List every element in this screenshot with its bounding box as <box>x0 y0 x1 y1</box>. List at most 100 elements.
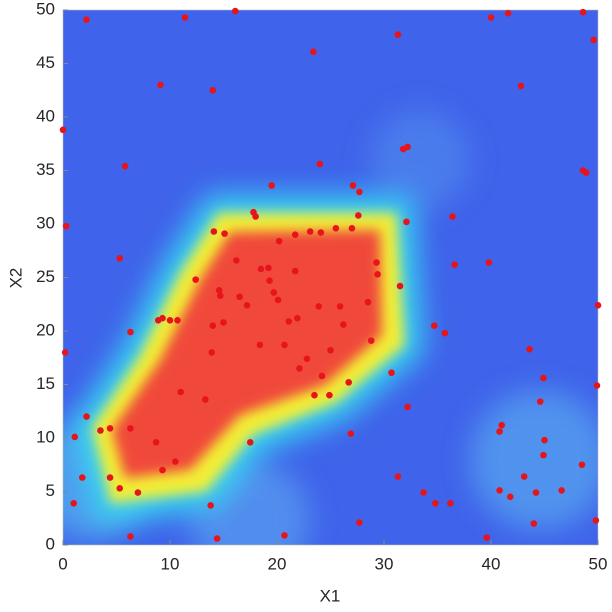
point <box>340 321 347 328</box>
point <box>127 328 134 336</box>
x-tick-label: 0 <box>58 554 67 573</box>
point <box>127 533 134 540</box>
point <box>71 433 79 441</box>
point <box>483 534 491 541</box>
y-tick-label: 50 <box>36 0 55 18</box>
point <box>498 421 506 429</box>
point <box>447 499 454 507</box>
point <box>221 230 228 237</box>
point <box>394 473 402 480</box>
point <box>310 48 317 56</box>
y-tick-label: 30 <box>36 213 55 232</box>
point <box>327 346 334 354</box>
point <box>281 341 288 349</box>
point <box>318 372 326 380</box>
point <box>332 224 340 232</box>
point <box>582 169 590 176</box>
point <box>592 517 600 524</box>
point <box>231 7 239 15</box>
y-axis-label: X2 <box>6 268 25 289</box>
point <box>270 289 278 296</box>
point <box>540 451 547 459</box>
point <box>106 425 114 432</box>
point <box>274 296 282 304</box>
point <box>207 502 214 509</box>
point <box>306 228 314 235</box>
point <box>578 461 586 469</box>
point <box>291 267 299 275</box>
point <box>209 322 217 329</box>
point <box>311 391 318 399</box>
point <box>157 81 164 89</box>
point <box>61 349 69 356</box>
point <box>374 270 381 278</box>
point <box>593 382 601 389</box>
point <box>558 487 565 494</box>
point <box>355 212 362 219</box>
point <box>315 303 323 310</box>
point <box>265 264 272 272</box>
x-tick-label: 30 <box>375 554 394 573</box>
point <box>347 430 355 438</box>
point <box>166 317 174 324</box>
point <box>268 182 275 189</box>
point <box>159 314 166 322</box>
point <box>256 341 264 349</box>
point <box>356 188 363 196</box>
y-tick-label: 15 <box>36 374 55 393</box>
point <box>281 532 288 539</box>
point <box>506 493 514 501</box>
point <box>121 162 129 170</box>
point <box>275 237 283 245</box>
y-tick-label: 40 <box>36 106 55 125</box>
point <box>345 379 352 386</box>
point <box>220 319 227 326</box>
point <box>152 438 160 446</box>
point <box>530 520 538 527</box>
point <box>236 293 243 301</box>
point <box>541 436 548 444</box>
point <box>356 519 363 526</box>
point <box>536 398 544 405</box>
point <box>70 499 77 507</box>
point <box>579 8 587 16</box>
point <box>364 298 372 306</box>
point <box>59 126 67 134</box>
point <box>404 143 411 151</box>
point <box>485 259 493 266</box>
point <box>451 261 458 268</box>
point <box>97 427 104 434</box>
point <box>202 396 209 403</box>
point <box>233 257 240 264</box>
point <box>116 484 124 492</box>
y-tick-label: 45 <box>36 53 55 72</box>
point <box>326 391 333 399</box>
point <box>174 317 181 324</box>
point <box>127 425 134 432</box>
x-tick-label: 50 <box>589 554 608 573</box>
point <box>504 9 512 17</box>
point <box>532 489 540 496</box>
point <box>266 277 273 285</box>
point <box>449 213 456 220</box>
point <box>252 213 259 220</box>
point <box>159 466 166 474</box>
point <box>316 160 324 168</box>
point <box>404 403 411 411</box>
point <box>246 438 254 446</box>
point <box>116 254 124 262</box>
y-tick-label: 5 <box>46 481 55 500</box>
point <box>216 292 224 299</box>
y-tick-label: 10 <box>36 427 55 446</box>
x-tick-label: 10 <box>161 554 180 573</box>
point <box>388 369 395 377</box>
point <box>317 229 325 236</box>
y-tick-label: 20 <box>36 320 55 339</box>
point <box>210 228 218 235</box>
y-tick-label: 25 <box>36 267 55 286</box>
point <box>106 474 114 481</box>
point <box>208 349 216 356</box>
point <box>540 374 547 382</box>
x-axis-label: X1 <box>320 586 341 605</box>
point <box>177 388 184 396</box>
